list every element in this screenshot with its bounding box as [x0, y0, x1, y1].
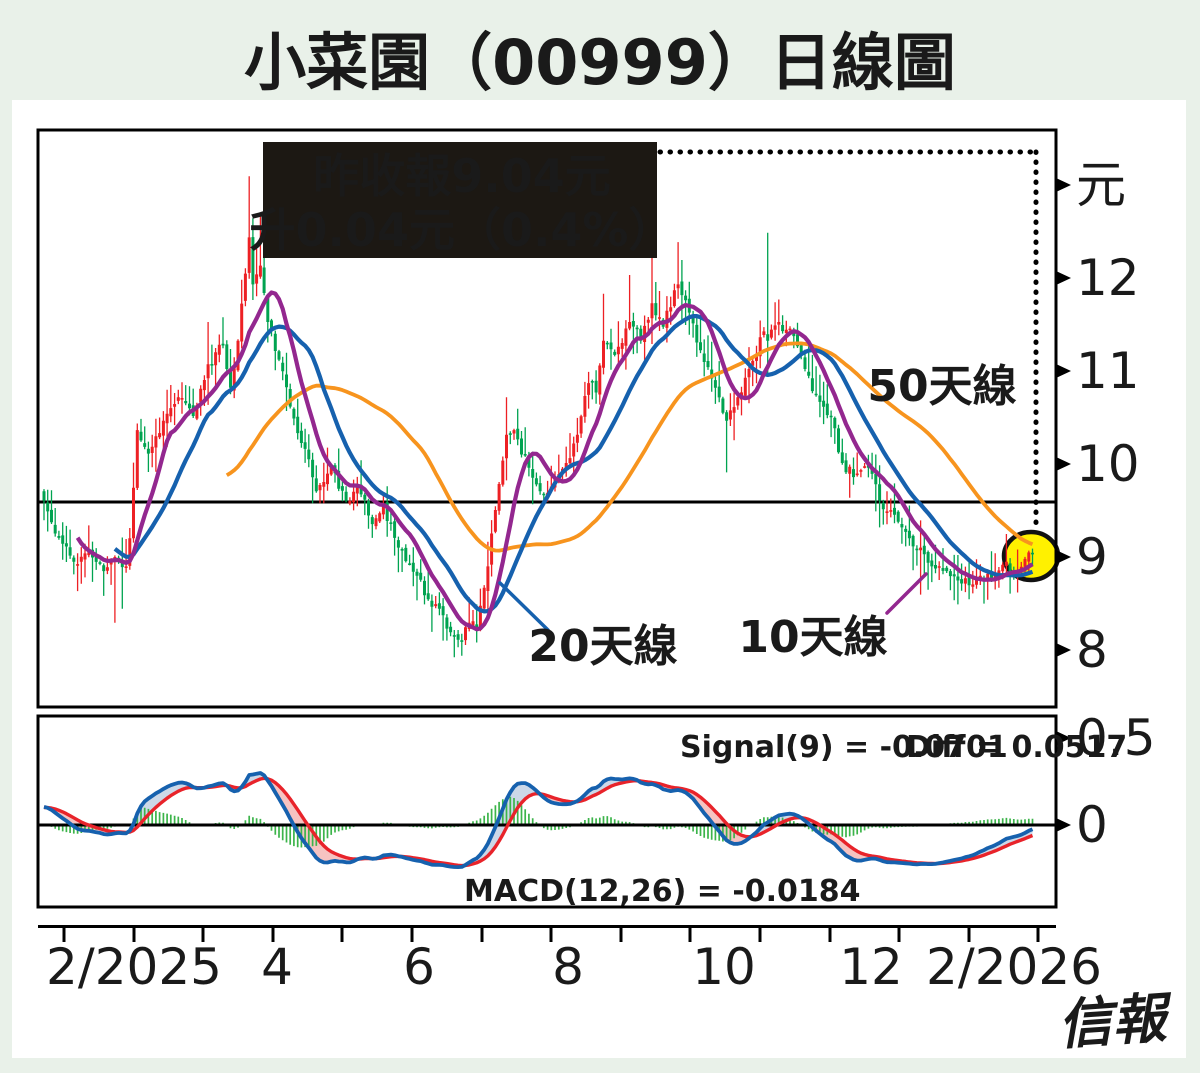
macd-panel-frame — [36, 714, 1058, 909]
page-title: 小菜園（00999）日線圖 — [244, 26, 956, 99]
y-axis-tick-label: 11 — [1076, 342, 1140, 400]
x-axis-label: 2/2026 — [926, 938, 1102, 996]
x-axis-label: 12 — [839, 938, 903, 996]
macd-line — [43, 771, 1034, 869]
axis-tick-arrow — [1056, 178, 1071, 192]
ma10-pointer-line — [885, 572, 928, 615]
y-axis-tick-label: 10 — [1076, 435, 1140, 493]
x-axis-ticks — [62, 928, 1040, 942]
macd-series — [39, 771, 1055, 869]
publisher-logo: 信報 — [1056, 986, 1175, 1057]
signal-value-label: Signal(9) = -0.0701 — [680, 730, 1008, 765]
x-axis-label: 8 — [552, 938, 584, 996]
macd-panel-area — [38, 716, 1056, 907]
axis-tick-arrow — [1056, 364, 1071, 378]
series-layer — [39, 176, 1055, 869]
axis-tick-arrow — [1056, 550, 1071, 564]
macd-value-label: MACD(12,26) = -0.0184 — [464, 874, 861, 909]
ma20-pointer-line — [498, 581, 550, 632]
ma50-label: 50天線 — [867, 361, 1016, 412]
ma20-label: 20天線 — [528, 621, 677, 672]
x-axis-label: 10 — [692, 938, 756, 996]
ma10-line — [75, 290, 1034, 632]
y-axis-unit-label: 元 — [1076, 156, 1126, 214]
axis-ticks-layer — [38, 178, 1071, 942]
price-series — [42, 176, 1034, 658]
annotation-line1: 昨收報9.04元 — [313, 149, 611, 203]
diff-value-label: Diff = 0.0517 — [906, 730, 1127, 765]
macd-axis-tick-label: 0.5 — [1076, 709, 1156, 767]
ma10-label: 10天線 — [738, 612, 887, 663]
y-axis-tick-label: 9 — [1076, 528, 1108, 586]
ma50-line — [225, 341, 1034, 553]
main-chart-frame — [36, 128, 1058, 709]
ma20-line — [113, 314, 1034, 614]
y-axis-tick-label: 8 — [1076, 621, 1108, 679]
annotation-line2: 升0.04元（0.4%） — [249, 203, 674, 257]
axis-tick-arrow — [1056, 818, 1071, 832]
axis-tick-arrow — [1056, 457, 1071, 471]
macd-axis-tick-label: 0 — [1076, 796, 1108, 854]
axis-tick-arrow — [1056, 643, 1071, 657]
x-axis-label: 4 — [261, 938, 293, 996]
x-axis-label: 2/2025 — [46, 938, 222, 996]
x-axis-label: 6 — [403, 938, 435, 996]
y-axis-tick-label: 12 — [1076, 249, 1140, 307]
axis-tick-arrow — [1056, 731, 1071, 745]
axis-tick-arrow — [1056, 271, 1071, 285]
annotation-box — [263, 142, 657, 258]
